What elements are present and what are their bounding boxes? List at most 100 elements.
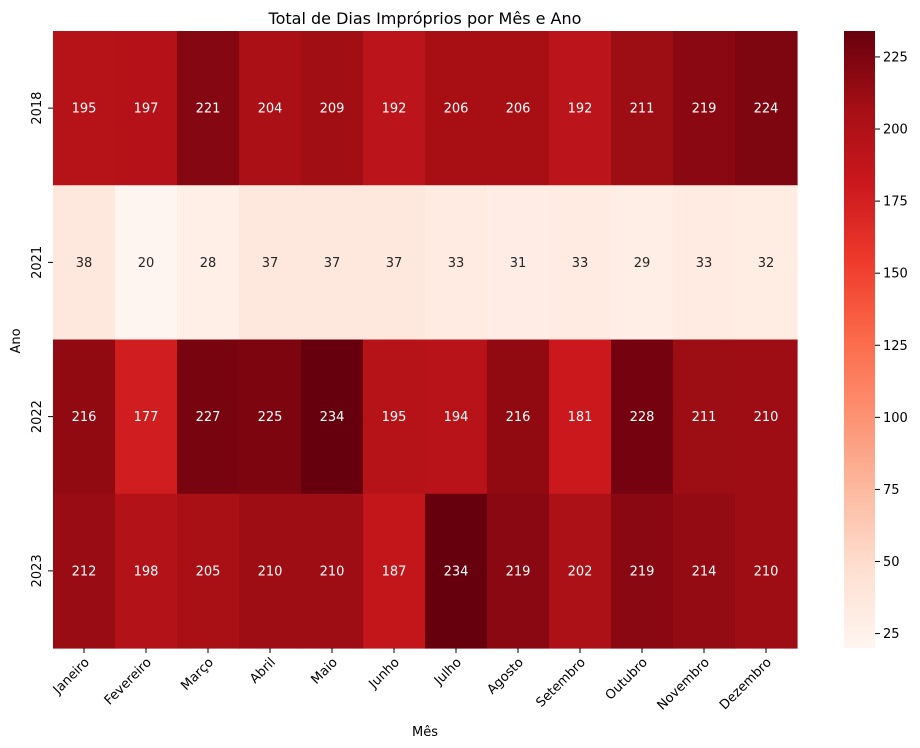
heatmap-cell (673, 31, 736, 186)
heatmap-cell (301, 185, 364, 341)
cell-value-label: 224 (754, 102, 779, 117)
heatmap-cell (239, 493, 302, 649)
heatmap-cell (549, 185, 612, 341)
heatmap-cell (425, 31, 488, 186)
cell-value-label: 28 (200, 256, 217, 271)
x-axis: Janeiro Fevereiro Março Abril Maio Junho Julho… (50, 648, 775, 713)
heatmap-cell (735, 339, 798, 495)
heatmap-cell (363, 339, 426, 495)
x-tick-label: Julho (431, 655, 465, 689)
cell-value-label: 187 (382, 564, 407, 579)
x-tick-label: Fevereiro (102, 655, 155, 708)
colorbar-tick-label: 225 (883, 50, 908, 65)
chart-title: Total de Dias Impróprios por Mês e Ano (268, 9, 582, 28)
x-tick-label: Outubro (603, 655, 651, 703)
heatmap-cell (363, 493, 426, 649)
cell-value-label: 198 (134, 564, 159, 579)
heatmap-cell (735, 31, 798, 186)
heatmap-cell (177, 185, 240, 341)
cell-value-label: 234 (320, 410, 345, 425)
heatmap-cell (487, 31, 550, 186)
cell-value-label: 38 (76, 256, 93, 271)
cell-value-label: 192 (568, 102, 593, 117)
cell-value-label: 37 (386, 256, 403, 271)
heatmap-cell (611, 493, 674, 649)
heatmap-cell (115, 31, 178, 186)
heatmap-cell (425, 339, 488, 495)
heatmap-cell (53, 493, 116, 649)
cell-value-label: 192 (382, 102, 407, 117)
heatmap-cell (673, 185, 736, 341)
cell-value-label: 219 (630, 564, 655, 579)
colorbar: 25 50 75 100 125 150 175 200 225 (844, 31, 908, 648)
heatmap-cell (115, 493, 178, 649)
cell-value-label: 33 (696, 256, 713, 271)
cell-value-label: 197 (134, 102, 159, 117)
heatmap-cell (53, 185, 116, 341)
x-tick-label: Junho (366, 655, 403, 692)
heatmap-cell (177, 493, 240, 649)
cell-value-label: 202 (568, 564, 593, 579)
cell-value-label: 212 (72, 564, 97, 579)
heatmap-cell (301, 339, 364, 495)
colorbar-tick-label: 50 (883, 555, 900, 570)
y-axis: 2018 2021 2022 2023 (30, 92, 53, 587)
heatmap-cell (549, 493, 612, 649)
heatmap-cell (239, 185, 302, 341)
x-tick-label: Março (178, 655, 216, 693)
x-tick-label: Dezembro (717, 655, 775, 713)
x-axis-label: Mês (412, 725, 438, 740)
cell-value-label: 227 (196, 410, 221, 425)
y-tick-label: 2023 (30, 554, 45, 587)
heatmap-cell (549, 31, 612, 186)
heatmap-cell (487, 493, 550, 649)
y-axis-label: Ano (9, 328, 24, 353)
cell-value-label: 20 (138, 256, 155, 271)
heatmap-cell (301, 31, 364, 186)
cell-value-label: 206 (444, 102, 469, 117)
x-tick-label: Novembro (655, 655, 713, 713)
heatmap-cell (425, 493, 488, 649)
x-tick-label: Janeiro (50, 655, 93, 698)
heatmap-cell (177, 31, 240, 186)
cell-value-label: 37 (262, 256, 279, 271)
x-tick-label: Agosto (484, 655, 526, 697)
colorbar-tick-label: 175 (883, 195, 908, 210)
heatmap-cell (487, 339, 550, 495)
colorbar-tick-label: 150 (883, 267, 908, 282)
heatmap-cell (611, 31, 674, 186)
cell-value-label: 33 (572, 256, 589, 271)
cell-value-label: 195 (382, 410, 407, 425)
cell-value-label: 210 (754, 410, 779, 425)
cell-value-label: 210 (320, 564, 345, 579)
cell-value-label: 209 (320, 102, 345, 117)
cell-value-label: 216 (506, 410, 531, 425)
cell-value-label: 206 (506, 102, 531, 117)
cell-value-label: 181 (568, 410, 593, 425)
heatmap-cell (735, 185, 798, 341)
cell-value-label: 195 (72, 102, 97, 117)
cell-value-label: 214 (692, 564, 717, 579)
heatmap-cell (611, 185, 674, 341)
cell-value-label: 211 (630, 102, 655, 117)
cell-value-label: 31 (510, 256, 527, 271)
cell-value-label: 177 (134, 410, 159, 425)
heatmap-cell (611, 339, 674, 495)
cell-value-label: 211 (692, 410, 717, 425)
heatmap-cell (301, 493, 364, 649)
cell-value-label: 210 (754, 564, 779, 579)
heatmap-cell (487, 185, 550, 341)
heatmap-cell (115, 185, 178, 341)
cell-value-label: 221 (196, 102, 221, 117)
colorbar-tick-label: 25 (883, 627, 900, 642)
colorbar-tick-label: 100 (883, 411, 908, 426)
cell-value-label: 33 (448, 256, 465, 271)
y-tick-label: 2018 (30, 92, 45, 125)
heatmap-cell (177, 339, 240, 495)
x-tick-label: Maio (308, 655, 340, 687)
cell-value-label: 29 (634, 256, 651, 271)
cell-value-label: 216 (72, 410, 97, 425)
colorbar-tick-label: 125 (883, 339, 908, 354)
x-tick-label: Abril (247, 655, 279, 687)
